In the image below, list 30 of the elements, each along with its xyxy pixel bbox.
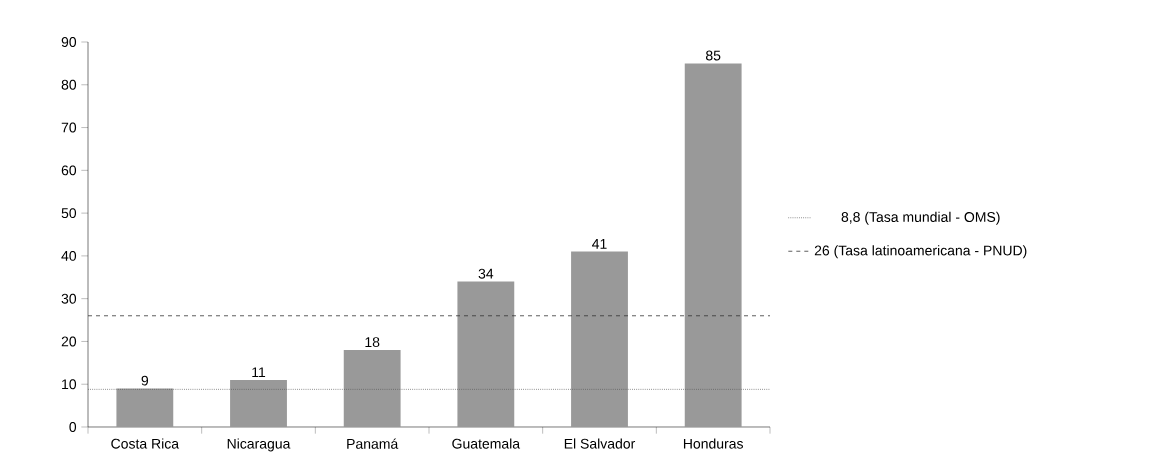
bar <box>343 350 401 427</box>
x-tick-label: El Salvador <box>564 438 636 449</box>
legend-label: 8,8 (Tasa mundial - OMS) <box>841 211 1000 225</box>
y-tick-label: 50 <box>61 208 77 219</box>
y-tick-label: 10 <box>62 379 77 390</box>
bar <box>116 388 174 427</box>
x-tick-label: Panamá <box>347 438 399 449</box>
y-tick-label: 80 <box>61 79 77 90</box>
y-tick-label: 90 <box>61 37 77 47</box>
y-tick-label: 70 <box>61 122 77 133</box>
bar <box>571 251 628 427</box>
bar <box>457 281 515 427</box>
legend-label: 26 (Tasa latinoamericana - PNUD) <box>814 245 1027 259</box>
data-label: 85 <box>705 50 721 61</box>
bar <box>230 379 287 427</box>
data-label: 11 <box>252 367 266 378</box>
x-tick-label: Guatemala <box>452 438 521 449</box>
x-tick-label: Nicaragua <box>227 438 291 452</box>
y-tick-label: 20 <box>61 336 77 347</box>
y-tick-label: 60 <box>61 165 77 176</box>
x-tick-label: Honduras <box>683 438 743 449</box>
bar <box>684 63 742 427</box>
data-label: 41 <box>592 239 607 249</box>
y-tick-label: 30 <box>61 293 77 304</box>
data-label: 18 <box>365 337 380 348</box>
x-tick-label: Costa Rica <box>111 438 180 449</box>
data-label: 34 <box>478 268 494 279</box>
data-label: 9 <box>141 375 149 386</box>
y-tick-label: 0 <box>69 422 77 432</box>
y-tick-label: 40 <box>61 250 77 261</box>
